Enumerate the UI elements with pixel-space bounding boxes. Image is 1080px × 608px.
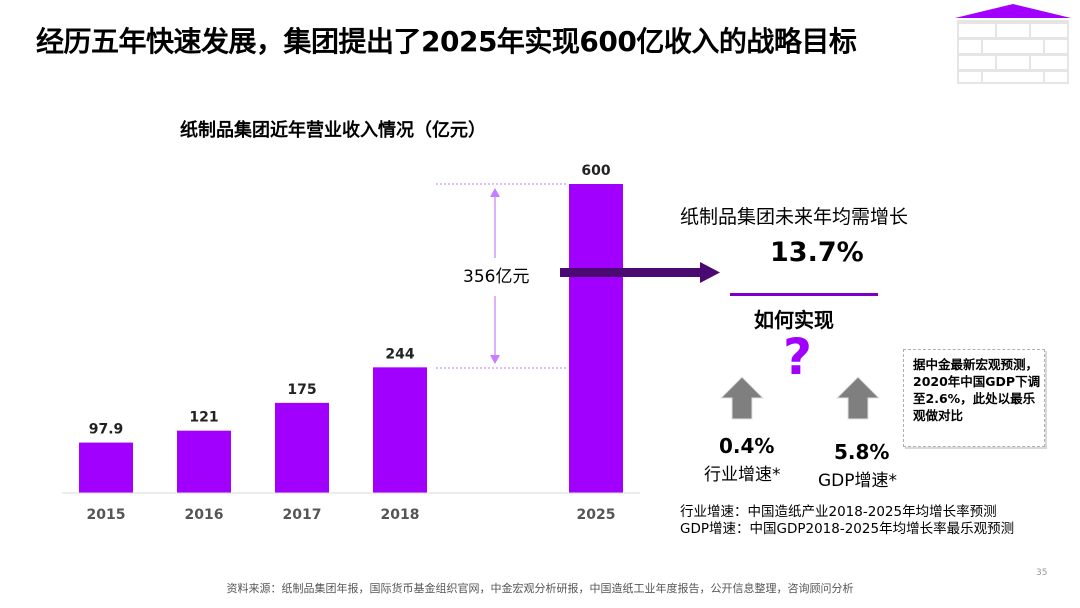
footnote-gdp: GDP增速：中国GDP2018-2025年均增长率最乐观预测 [680, 521, 1015, 537]
bar-2025 [569, 184, 623, 493]
gap-arrow-down-icon [490, 296, 500, 364]
gdp-growth-value: 5.8% [834, 440, 890, 464]
gdp-growth-label: GDP增速* [818, 471, 898, 491]
industry-up-arrow-icon [720, 376, 764, 420]
bar-2017 [275, 402, 329, 493]
note-text: 据中金最新宏观预测，2020年中国GDP下调至2.6%，此处以最乐观做对比 [913, 357, 1041, 423]
x-tick-2016: 2016 [185, 507, 224, 523]
data-label-2025: 600 [581, 163, 610, 179]
question-mark-icon: ? [783, 328, 813, 386]
data-label-2015: 97.9 [89, 422, 124, 438]
page-number: 35 [1036, 568, 1048, 578]
gap-annotation: 356亿元 [463, 267, 530, 287]
required-cagr-value: 13.7% [770, 237, 864, 268]
bar-2016 [177, 430, 231, 493]
x-tick-2025: 2025 [577, 507, 616, 523]
how-to-achieve-label: 如何实现 [754, 308, 834, 332]
cagr-underline [730, 293, 878, 296]
x-tick-2018: 2018 [381, 507, 420, 523]
data-label-2017: 175 [287, 382, 316, 398]
growth-arrow-icon [560, 262, 720, 283]
data-label-2018: 244 [385, 346, 414, 362]
data-label-2016: 121 [189, 410, 218, 426]
footnote-industry: 行业增速：中国造纸产业2018-2025年均增长率预测 [680, 504, 997, 520]
source-note: 资料来源：纸制品集团年报，国际货币基金组织官网，中金宏观分析研报，中国造纸工业年… [226, 582, 854, 595]
x-tick-2017: 2017 [283, 507, 322, 523]
note-callout [903, 349, 1045, 447]
gdp-up-arrow-icon [836, 376, 880, 420]
industry-growth-label: 行业增速* [704, 465, 781, 485]
gap-arrow-up-icon [490, 188, 500, 258]
industry-growth-value: 0.4% [719, 434, 775, 458]
bar-2015 [79, 442, 133, 493]
logo-building-icon [955, 4, 1071, 84]
page-title: 经历五年快速发展，集团提出了2025年实现600亿收入的战略目标 [36, 25, 857, 58]
bar-2018 [373, 367, 427, 493]
chart-title: 纸制品集团近年营业收入情况（亿元） [180, 120, 486, 141]
growth-requirement-title: 纸制品集团未来年均需增长 [680, 206, 909, 228]
x-tick-2015: 2015 [87, 507, 126, 523]
